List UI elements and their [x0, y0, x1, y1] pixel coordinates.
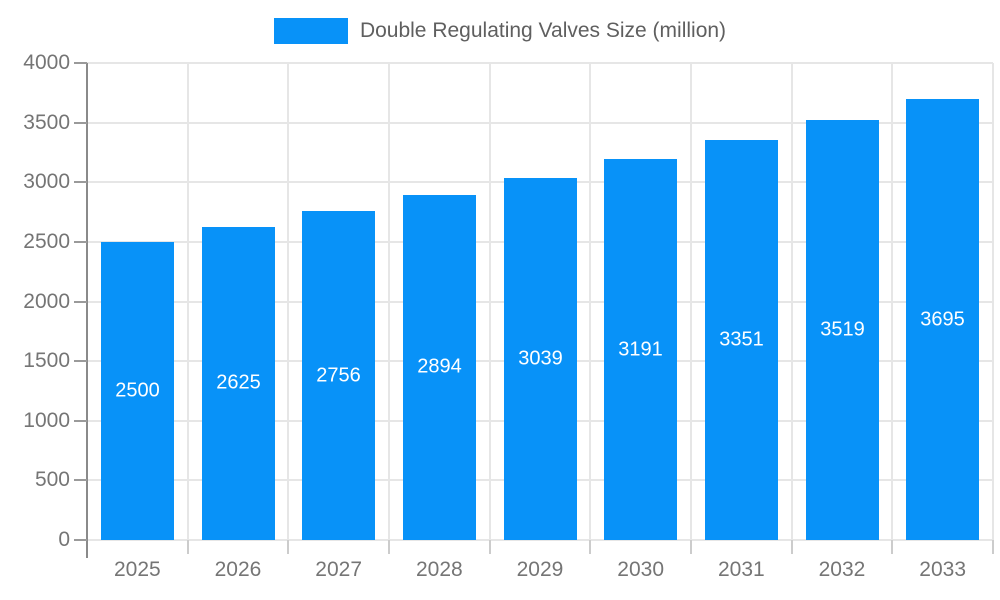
y-gridline	[87, 62, 993, 64]
x-axis-label: 2029	[516, 558, 564, 581]
bar-value-label: 2894	[417, 355, 462, 378]
bar-2025: 2500	[101, 241, 174, 540]
bar-2029: 3039	[504, 177, 577, 540]
y-axis-tick	[74, 360, 87, 363]
bar-2027: 2756	[302, 211, 375, 540]
x-gridline	[388, 63, 390, 540]
bar-value-label: 2625	[216, 371, 261, 394]
x-axis-label: 2028	[415, 558, 463, 581]
legend-swatch	[273, 18, 348, 44]
y-axis-label: 500	[34, 468, 70, 492]
x-axis-label: 2025	[113, 558, 161, 581]
legend-label: Double Regulating Valves Size (million)	[359, 19, 727, 42]
bar-2028: 2894	[403, 194, 476, 540]
y-axis-tick	[74, 121, 87, 124]
x-axis-label: 2030	[617, 558, 665, 581]
y-axis-label: 1500	[23, 349, 70, 373]
y-axis-label: 1000	[23, 408, 70, 432]
bar-value-label: 2500	[115, 379, 160, 402]
bar-value-label: 3351	[719, 328, 764, 351]
plot-area: 2500 2625 2756 2894 3039 3191 3351 3519 3695	[87, 62, 994, 541]
y-axis-label: 3000	[23, 170, 70, 194]
y-axis-tick	[74, 240, 87, 243]
x-axis-label: 2027	[315, 558, 363, 581]
y-axis-label: 2500	[23, 229, 70, 253]
x-gridline	[186, 63, 189, 540]
x-axis-label: 2026	[214, 558, 262, 581]
y-gridline	[87, 539, 993, 541]
x-gridline	[589, 63, 592, 540]
x-axis-tick	[790, 540, 793, 554]
x-gridline	[287, 63, 290, 540]
bar-value-label: 3191	[618, 338, 663, 361]
x-axis-label: 2032	[818, 558, 866, 581]
x-axis-tick	[488, 540, 491, 554]
x-gridline	[690, 63, 692, 540]
chart-legend: Double Regulating Valves Size (million)	[0, 16, 1000, 46]
y-axis-tick	[74, 539, 87, 541]
y-axis-tick	[74, 62, 87, 64]
x-axis-label: 2033	[919, 558, 967, 581]
x-axis-label: 2031	[717, 558, 765, 581]
y-axis-label: 0	[58, 528, 70, 551]
x-axis-tick	[186, 540, 189, 554]
y-axis-tick	[74, 300, 87, 303]
y-axis-tick	[74, 419, 87, 422]
x-axis-tick	[589, 540, 592, 554]
y-axis-label: 3500	[23, 110, 70, 134]
bar-2026: 2625	[202, 226, 275, 540]
x-axis-tick	[891, 540, 894, 554]
bar-value-label: 3039	[518, 347, 563, 370]
x-axis-tick	[388, 540, 390, 554]
y-axis-tick	[74, 479, 87, 482]
bar-2031: 3351	[705, 140, 778, 540]
y-axis-tick	[74, 181, 87, 184]
y-axis-label: 2000	[23, 289, 70, 313]
x-axis-tick	[287, 540, 290, 554]
bar-value-label: 3519	[820, 318, 865, 341]
x-gridline	[992, 63, 994, 540]
x-gridline	[891, 63, 894, 540]
y-gridline	[87, 121, 993, 124]
bar-2032: 3519	[806, 120, 879, 540]
bar-value-label: 3695	[920, 308, 965, 331]
x-axis-tick	[992, 540, 994, 554]
x-gridline	[790, 63, 793, 540]
x-axis-tick	[690, 540, 692, 554]
x-gridline	[488, 63, 491, 540]
y-axis-label: 4000	[23, 51, 70, 74]
bar-2033: 3695	[906, 99, 979, 540]
bar-value-label: 2756	[316, 364, 361, 387]
bar-2030: 3191	[604, 159, 677, 540]
y-axis-line	[86, 63, 88, 558]
